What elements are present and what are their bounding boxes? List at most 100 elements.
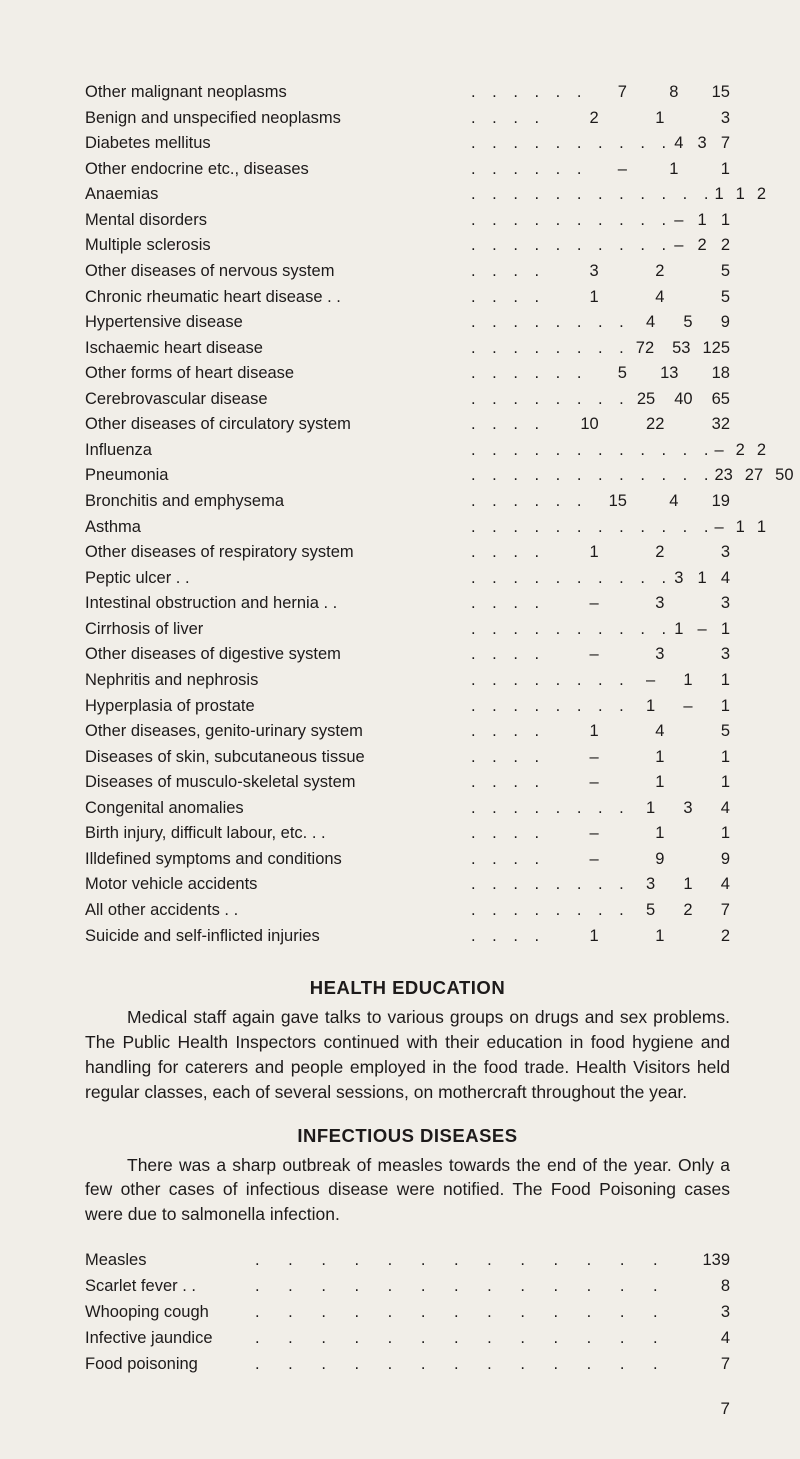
row-value: 4 [639, 489, 691, 515]
row-value: 1 [672, 617, 695, 643]
infectious-diseases-heading: INFECTIOUS DISEASES [85, 1125, 730, 1147]
row-label: Whooping cough [85, 1299, 255, 1325]
row-label: Cirrhosis of liver [85, 617, 465, 643]
dot-leader: . . . . . . . . [465, 310, 630, 336]
dot-leader: . . . . . . . . . . [465, 566, 672, 592]
row-value: 1 [545, 285, 611, 311]
row-value: 72 [630, 336, 666, 362]
table-row: Cirrhosis of liver. . . . . . . . . .1–1 [85, 617, 730, 643]
row-value: 40 [667, 387, 704, 413]
row-label: Other diseases, genito-urinary system [85, 719, 465, 745]
dot-leader: . . . . . . . . [465, 898, 630, 924]
dot-leader: . . . . . . . . [465, 694, 630, 720]
row-label: Other endocrine etc., diseases [85, 157, 465, 183]
row-label: Multiple sclerosis [85, 233, 465, 259]
table-row: Anaemias. . . . . . . . . . . .112 [85, 182, 730, 208]
dot-leader: . . . . [465, 821, 545, 847]
table-row: Benign and unspecified neoplasms. . . .2… [85, 106, 730, 132]
row-label: Intestinal obstruction and hernia . . [85, 591, 465, 617]
row-label: Nephritis and nephrosis [85, 668, 465, 694]
row-value: – [667, 694, 704, 720]
mortality-table: Other malignant neoplasms. . . . . .7815… [85, 80, 730, 949]
row-value: 1 [545, 540, 611, 566]
dot-leader: . . . . . . . . [465, 336, 630, 362]
table-row: Whooping cough. . . . . . . . . . . . . … [85, 1299, 730, 1325]
row-value: 27 [745, 463, 775, 489]
dot-leader: . . . . [465, 412, 545, 438]
dot-leader: . . . . [465, 847, 545, 873]
dot-leader: . . . . . . . . . . . . . . . . . . . [255, 1325, 670, 1351]
row-value: 4 [705, 872, 730, 898]
table-row: Other diseases of nervous system. . . .3… [85, 259, 730, 285]
row-value: 3 [695, 131, 718, 157]
row-value: 1 [676, 745, 730, 771]
table-row: Pneumonia. . . . . . . . . . . .232750 [85, 463, 730, 489]
row-value: 1 [639, 157, 691, 183]
row-value: 4 [630, 310, 667, 336]
row-label: Benign and unspecified neoplasms [85, 106, 465, 132]
row-value: 1 [695, 208, 718, 234]
page-number: 7 [85, 1399, 730, 1419]
row-label: Bronchitis and emphysema [85, 489, 465, 515]
row-value: 7 [587, 80, 639, 106]
row-value: – [695, 617, 718, 643]
row-label: Influenza [85, 438, 465, 464]
row-value: 1 [545, 924, 611, 950]
row-value: – [545, 745, 611, 771]
dot-leader: . . . . [465, 745, 545, 771]
row-value: 7 [705, 898, 730, 924]
row-value: 2 [611, 540, 677, 566]
row-label: Diseases of skin, subcutaneous tissue [85, 745, 465, 771]
row-value: 4 [670, 1325, 730, 1351]
row-value: 8 [639, 80, 691, 106]
table-row: Mental disorders. . . . . . . . . .–11 [85, 208, 730, 234]
table-row: Food poisoning. . . . . . . . . . . . . … [85, 1351, 730, 1377]
row-label: Ischaemic heart disease [85, 336, 465, 362]
row-value: 2 [667, 898, 704, 924]
row-value: – [545, 847, 611, 873]
table-row: Other diseases, genito-urinary system. .… [85, 719, 730, 745]
row-value: 125 [702, 336, 730, 362]
row-value: 2 [676, 924, 730, 950]
row-value: 1 [545, 719, 611, 745]
row-value: 9 [676, 847, 730, 873]
row-label: Motor vehicle accidents [85, 872, 465, 898]
table-row: Illdefined symptoms and conditions. . . … [85, 847, 730, 873]
row-value: 1 [705, 694, 730, 720]
row-label: Diabetes mellitus [85, 131, 465, 157]
row-value: 1 [714, 182, 735, 208]
row-value: 3 [670, 1299, 730, 1325]
row-value: 1 [667, 668, 704, 694]
table-row: Congenital anomalies. . . . . . . .134 [85, 796, 730, 822]
dot-leader: . . . . . . [465, 80, 587, 106]
dot-leader: . . . . [465, 770, 545, 796]
row-value: – [545, 591, 611, 617]
row-value: 1 [719, 617, 730, 643]
dot-leader: . . . . [465, 924, 545, 950]
row-value: 7 [670, 1351, 730, 1377]
row-value: 2 [611, 259, 677, 285]
row-value: 32 [676, 412, 730, 438]
row-label: Hyperplasia of prostate [85, 694, 465, 720]
row-value: – [545, 770, 611, 796]
row-label: Suicide and self-inflicted injuries [85, 924, 465, 950]
row-value: 2 [757, 438, 766, 464]
dot-leader: . . . . [465, 719, 545, 745]
table-row: Influenza. . . . . . . . . . . .–22 [85, 438, 730, 464]
dot-leader: . . . . . . [465, 489, 587, 515]
row-label: Food poisoning [85, 1351, 255, 1377]
row-value: – [545, 642, 611, 668]
table-row: Ischaemic heart disease. . . . . . . .72… [85, 336, 730, 362]
row-value: 2 [736, 438, 757, 464]
row-value: – [714, 438, 735, 464]
table-row: Other diseases of respiratory system. . … [85, 540, 730, 566]
infectious-diseases-table: Measles. . . . . . . . . . . . . . . . .… [85, 1247, 730, 1377]
row-label: Illdefined symptoms and conditions [85, 847, 465, 873]
row-value: 5 [630, 898, 667, 924]
dot-leader: . . . . . . . . [465, 387, 630, 413]
row-label: Birth injury, difficult labour, etc. . . [85, 821, 465, 847]
table-row: Birth injury, difficult labour, etc. . .… [85, 821, 730, 847]
row-label: Other malignant neoplasms [85, 80, 465, 106]
row-value: 4 [719, 566, 730, 592]
table-row: Scarlet fever . .. . . . . . . . . . . .… [85, 1273, 730, 1299]
